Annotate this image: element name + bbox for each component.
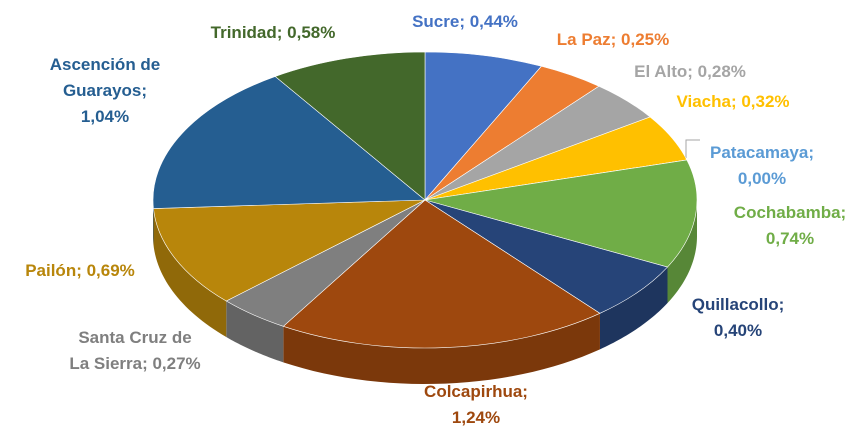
slice <box>424 51 542 201</box>
data-label: Sucre; 0,44% <box>412 12 518 31</box>
data-label: Santa Cruz de La Sierra; 0,27% <box>69 328 201 373</box>
slice-side <box>599 267 668 350</box>
slice <box>282 199 601 349</box>
data-label: Trinidad; 0,58% <box>210 23 336 42</box>
slice-side <box>153 208 227 338</box>
slice <box>274 51 426 201</box>
slice <box>152 76 426 209</box>
data-label: El Alto; 0,28% <box>634 62 746 81</box>
data-label: Cochabamba; 0,74% <box>733 203 847 248</box>
slice <box>424 159 698 268</box>
data-label: Viacha; 0,32% <box>676 92 790 111</box>
slice-side <box>667 200 697 304</box>
slice-side <box>226 301 284 363</box>
data-label: Ascención de Guarayos; 1,04% <box>49 55 161 126</box>
leader-line <box>685 139 700 158</box>
data-label: Colcapirhua; 1,24% <box>424 382 528 427</box>
data-label: Quillacollo; 0,40% <box>691 295 785 340</box>
slice <box>153 199 426 302</box>
slice-side <box>283 313 600 384</box>
data-label: Pailón; 0,69% <box>25 261 135 280</box>
data-label: La Paz; 0,25% <box>556 30 670 49</box>
data-label: Patacamaya; 0,00% <box>710 143 814 188</box>
